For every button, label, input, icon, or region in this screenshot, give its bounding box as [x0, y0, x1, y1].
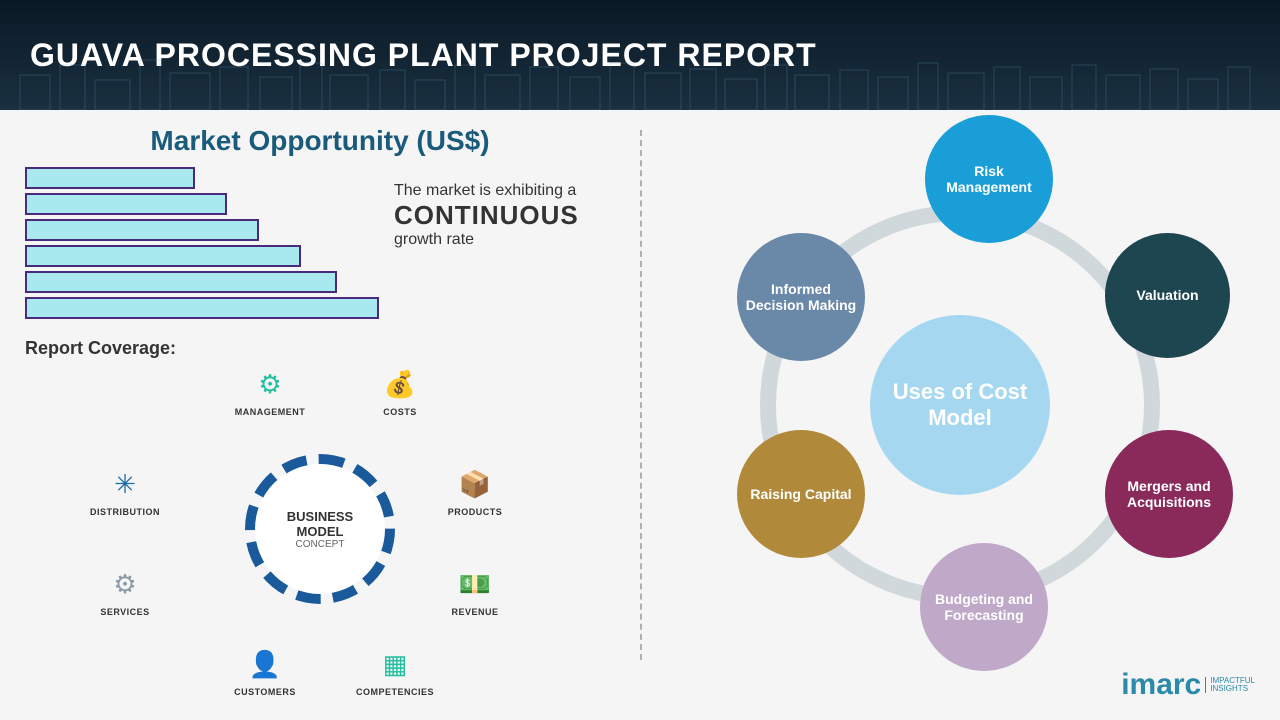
biz-node-label: CUSTOMERS	[234, 687, 296, 697]
brand-logo: imarc IMPACTFUL INSIGHTS	[1121, 668, 1255, 702]
cost-model-center-label: Uses of Cost Model	[870, 379, 1050, 432]
growth-text: The market is exhibiting a CONTINUOUS gr…	[379, 167, 615, 249]
cost-model-node: Mergers and Acquisitions	[1105, 430, 1233, 558]
biz-node-label: MANAGEMENT	[235, 407, 306, 417]
biz-node-label: DISTRIBUTION	[90, 507, 160, 517]
biz-node-label: REVENUE	[451, 607, 498, 617]
cost-model-node-label: Mergers and Acquisitions	[1113, 478, 1225, 510]
biz-node: 💰 COSTS	[355, 369, 445, 420]
business-model-diagram: BUSINESS MODEL CONCEPT ⚙ MANAGEMENT 💰 COSTS…	[25, 359, 615, 699]
biz-node-label: PRODUCTS	[448, 507, 503, 517]
biz-node-icon: ✳	[80, 469, 170, 500]
biz-node: 👤 CUSTOMERS	[220, 649, 310, 700]
biz-node-label: SERVICES	[100, 607, 149, 617]
cost-model-node: Valuation	[1105, 233, 1230, 358]
cost-model-node-label: Informed Decision Making	[745, 281, 857, 313]
right-panel: Uses of Cost Model Risk Management Valuat…	[640, 110, 1280, 720]
biz-center-line1: BUSINESS	[287, 509, 353, 524]
cost-model-node-label: Risk Management	[933, 163, 1045, 195]
biz-node-icon: ▦	[350, 649, 440, 680]
bar-chart	[25, 167, 379, 323]
chart-bar	[25, 297, 379, 319]
chart-bar	[25, 271, 337, 293]
biz-node-icon: ⚙	[80, 569, 170, 600]
cost-model-center: Uses of Cost Model	[870, 315, 1050, 495]
cost-model-node-label: Raising Capital	[750, 486, 851, 502]
biz-node-label: COMPETENCIES	[356, 687, 434, 697]
cost-model-node: Raising Capital	[737, 430, 865, 558]
biz-node-icon: 💵	[430, 569, 520, 600]
logo-tagline: IMPACTFUL INSIGHTS	[1205, 677, 1255, 693]
biz-node: ✳ DISTRIBUTION	[80, 469, 170, 520]
biz-center-line2: MODEL	[297, 524, 344, 539]
cost-model-node: Risk Management	[925, 115, 1053, 243]
biz-node-icon: 💰	[355, 369, 445, 400]
business-model-center: BUSINESS MODEL CONCEPT	[255, 464, 385, 594]
growth-line2: growth rate	[394, 231, 615, 249]
cost-model-node-label: Valuation	[1136, 287, 1198, 303]
cost-model-node: Budgeting and Forecasting	[920, 543, 1048, 671]
skyline-decor	[0, 55, 1280, 110]
biz-center-line3: CONCEPT	[296, 539, 345, 550]
growth-emph: CONTINUOUS	[394, 200, 615, 231]
biz-node: ▦ COMPETENCIES	[350, 649, 440, 700]
growth-line1: The market is exhibiting a	[394, 182, 615, 200]
biz-node: ⚙ SERVICES	[80, 569, 170, 620]
cost-model-diagram: Uses of Cost Model Risk Management Valuat…	[665, 125, 1255, 685]
cost-model-node: Informed Decision Making	[737, 233, 865, 361]
biz-node: 💵 REVENUE	[430, 569, 520, 620]
biz-node: ⚙ MANAGEMENT	[225, 369, 315, 420]
chart-bar	[25, 193, 227, 215]
biz-node-icon: 👤	[220, 649, 310, 680]
biz-node-icon: ⚙	[225, 369, 315, 400]
cost-model-node-label: Budgeting and Forecasting	[928, 591, 1040, 623]
bar-chart-row: The market is exhibiting a CONTINUOUS gr…	[25, 167, 615, 323]
chart-bar	[25, 219, 259, 241]
coverage-title: Report Coverage:	[25, 338, 615, 359]
market-title: Market Opportunity (US$)	[25, 125, 615, 157]
header-bar: GUAVA PROCESSING PLANT PROJECT REPORT	[0, 0, 1280, 110]
chart-bar	[25, 245, 301, 267]
biz-node-icon: 📦	[430, 469, 520, 500]
logo-text: imarc	[1121, 668, 1201, 702]
left-panel: Market Opportunity (US$) The market is e…	[0, 110, 640, 720]
biz-node-label: COSTS	[383, 407, 417, 417]
biz-node: 📦 PRODUCTS	[430, 469, 520, 520]
chart-bar	[25, 167, 195, 189]
